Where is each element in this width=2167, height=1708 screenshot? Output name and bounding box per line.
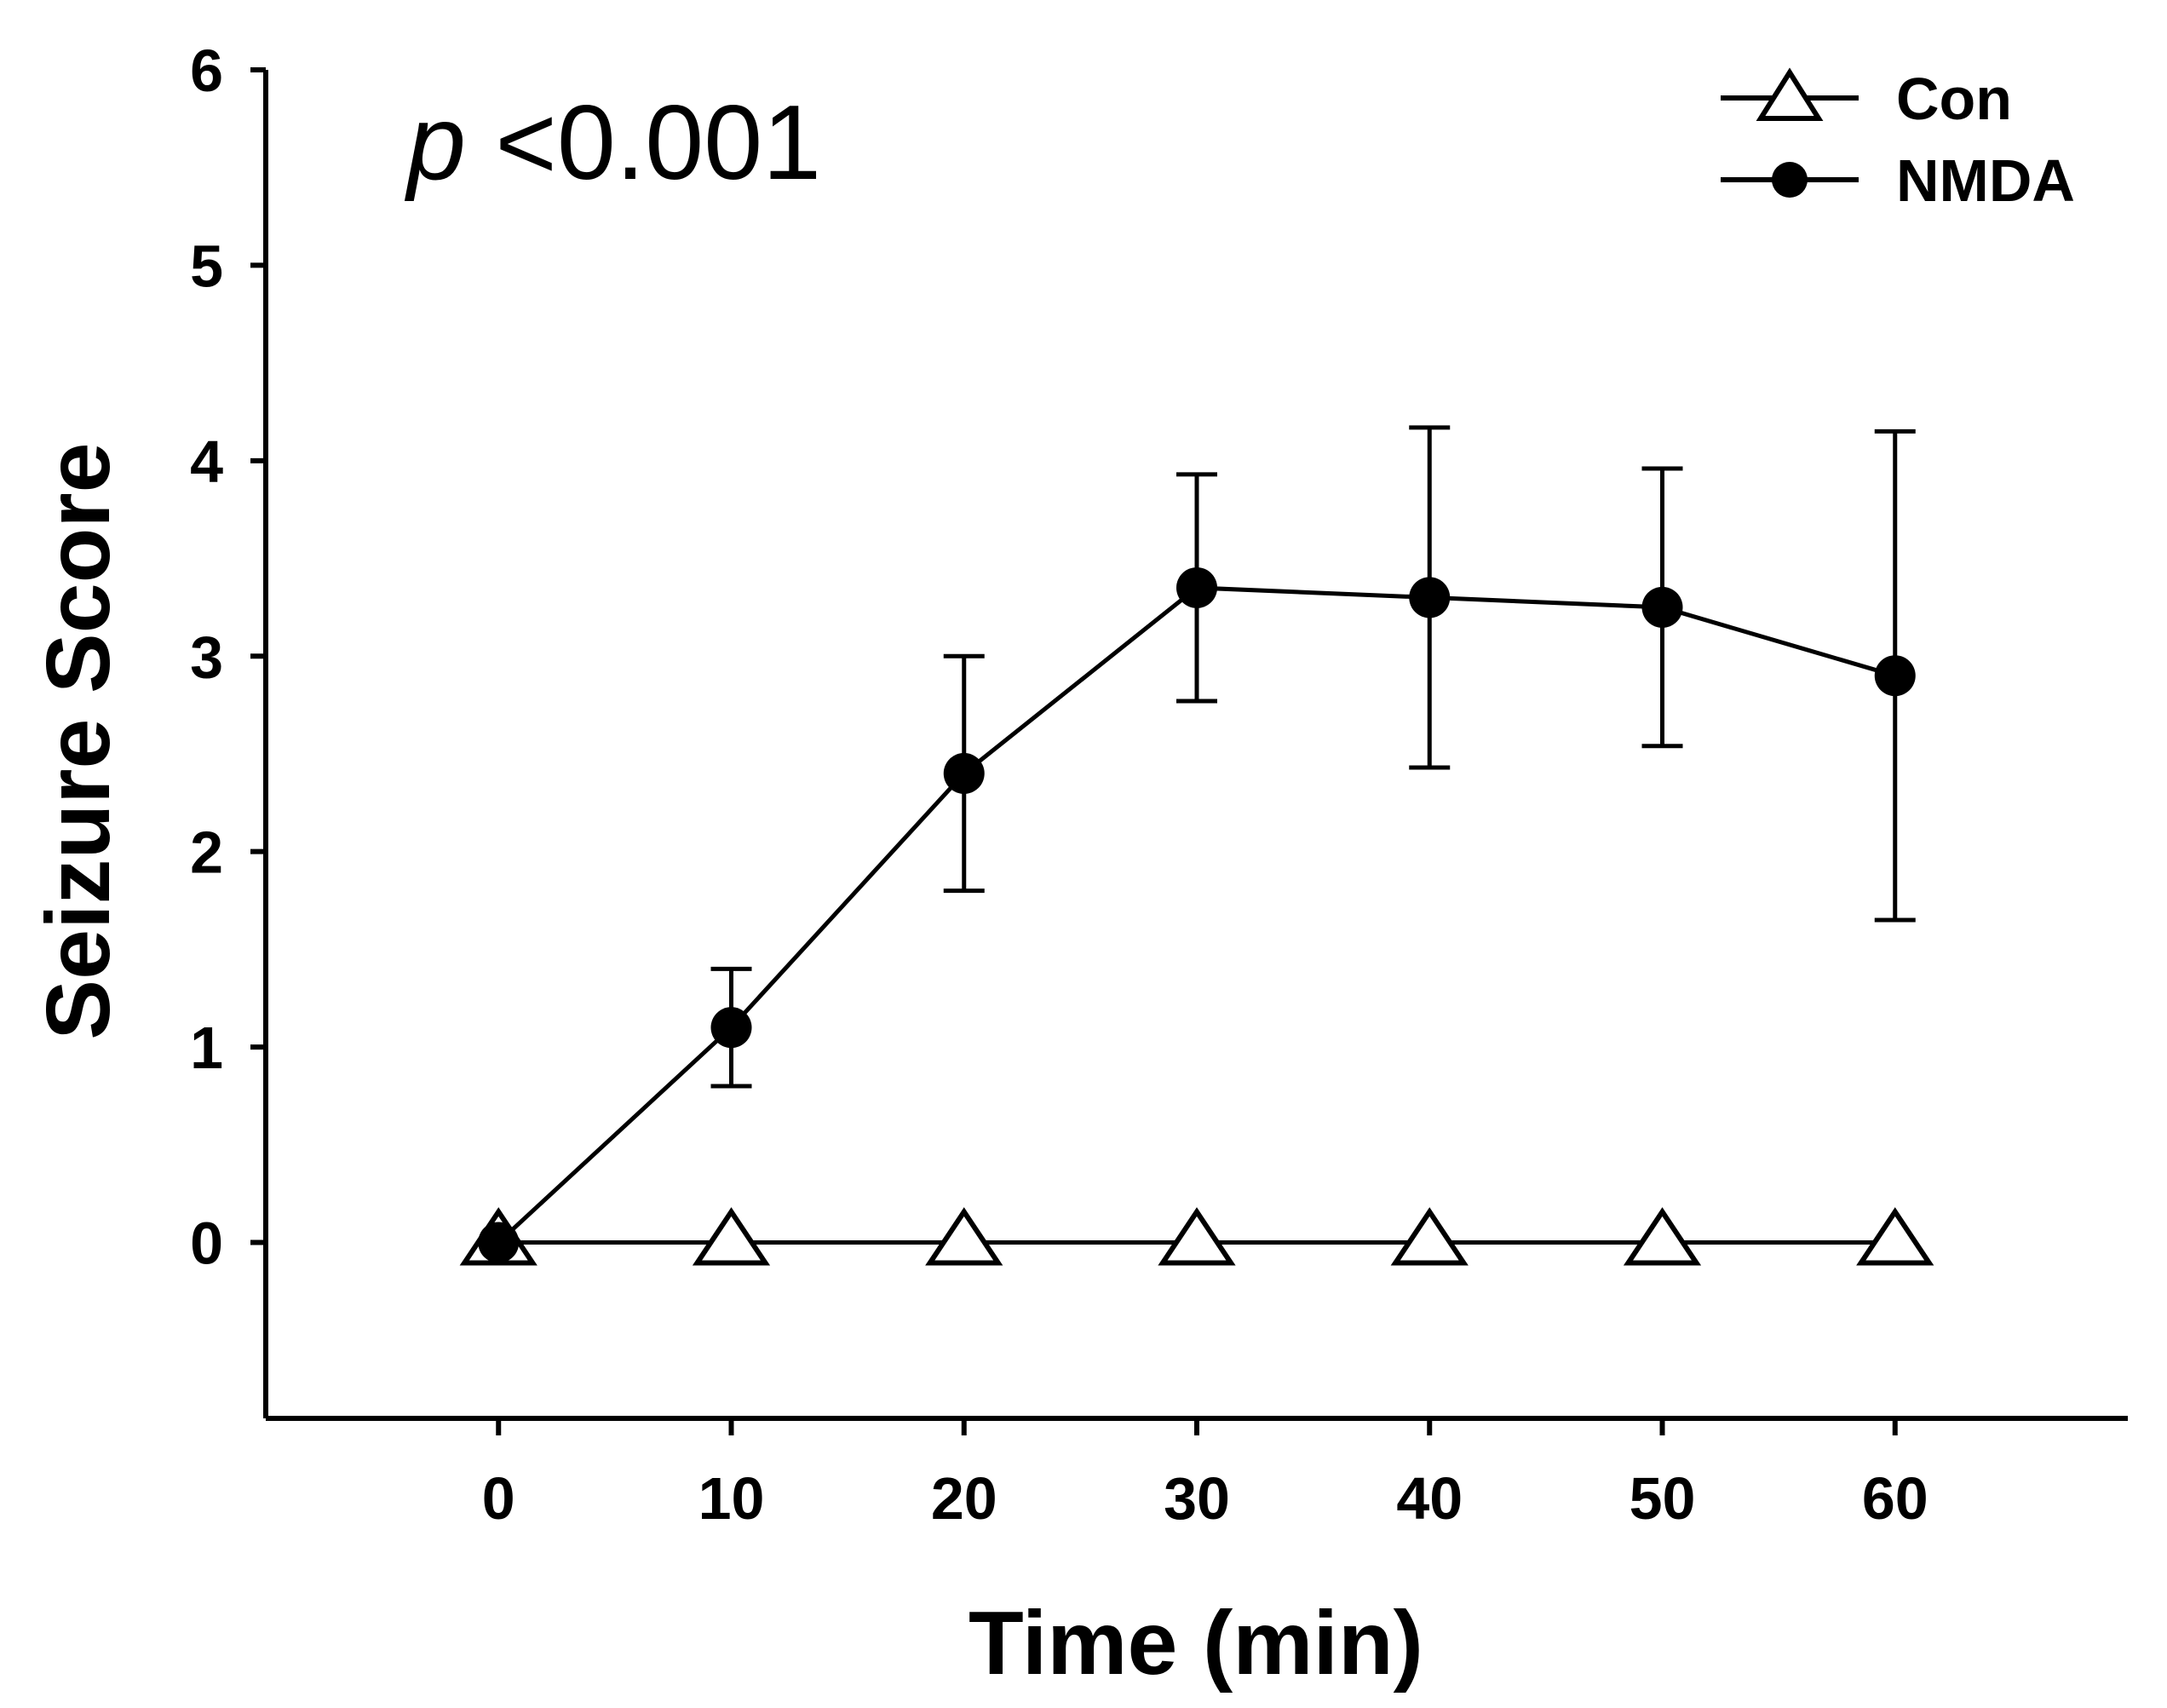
x-tick-label: 60: [1862, 1465, 1928, 1532]
legend-con-label: Con: [1896, 66, 2012, 132]
legend: Con NMDA: [1721, 66, 2075, 214]
y-tick-label: 4: [190, 428, 223, 495]
series-layer: [459, 425, 1934, 1266]
x-tick-label: 30: [1164, 1465, 1230, 1532]
y-tick-label: 5: [190, 233, 223, 299]
data-point-nmda: [943, 752, 985, 794]
data-point-nmda: [1176, 566, 1217, 608]
x-tick-label: 20: [931, 1465, 997, 1532]
y-tick-label: 3: [190, 624, 223, 690]
y-tick-label: 1: [190, 1015, 223, 1081]
data-point-con: [1390, 1207, 1469, 1266]
y-tick-label: 0: [190, 1211, 223, 1277]
legend-nmda-circle-icon: [1772, 162, 1808, 198]
data-point-nmda: [1409, 577, 1451, 618]
data-point-nmda: [478, 1222, 520, 1263]
y-axis-ticks: 0 1 2 3 4 5 6: [190, 37, 266, 1277]
data-point-con: [1623, 1207, 1702, 1266]
legend-con-triangle-icon: [1756, 67, 1824, 121]
series-con: [459, 1207, 1934, 1266]
data-point-con: [1856, 1207, 1934, 1266]
x-axis-ticks: 0 10 20 30 40 50 60: [482, 1418, 1928, 1532]
p-value-annotation: p <0.001: [404, 84, 821, 202]
legend-nmda-label: NMDA: [1896, 147, 2075, 214]
series-nmda: [478, 425, 1916, 1263]
data-point-nmda: [1874, 655, 1916, 697]
x-tick-label: 50: [1630, 1465, 1696, 1532]
data-point-nmda: [1641, 586, 1683, 628]
y-tick-label: 2: [190, 819, 223, 886]
x-axis-title: Time (min): [969, 1593, 1423, 1694]
x-tick-label: 40: [1396, 1465, 1463, 1532]
data-point-nmda: [710, 1007, 752, 1049]
x-tick-label: 0: [482, 1465, 515, 1532]
data-point-con: [925, 1207, 1003, 1266]
data-point-con: [692, 1207, 771, 1266]
x-tick-label: 10: [698, 1465, 765, 1532]
y-tick-label: 6: [190, 37, 223, 104]
y-axis-title: Seizure Score: [28, 442, 129, 1039]
data-point-con: [1158, 1207, 1236, 1266]
